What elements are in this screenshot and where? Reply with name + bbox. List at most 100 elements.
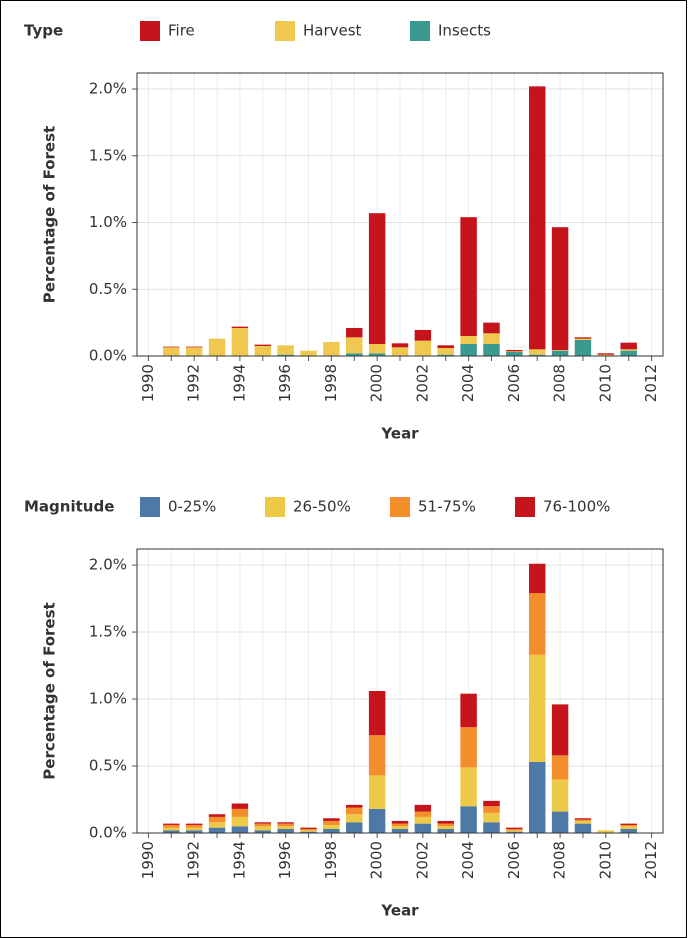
legend-title: Type: [24, 22, 63, 40]
bar-segment: [254, 344, 272, 346]
bar-segment: [620, 828, 637, 833]
bar-segment: [368, 353, 386, 356]
bar-segment: [391, 826, 409, 829]
bar-segment: [551, 349, 569, 351]
y-tick-label: 0.0%: [89, 824, 127, 842]
bar-segment: [254, 830, 272, 833]
bar-segment: [231, 816, 249, 827]
x-tick-label: 2006: [505, 841, 523, 879]
bar-segment: [323, 341, 340, 356]
legend-swatch: [265, 497, 285, 517]
bar-segment: [574, 819, 592, 821]
bar-segment: [414, 804, 432, 812]
bar-segment: [391, 343, 409, 348]
legend-label: Harvest: [303, 22, 362, 40]
bar-segment: [620, 823, 637, 825]
bar-segment: [574, 818, 592, 820]
y-tick-label: 1.0%: [89, 213, 127, 231]
bar-segment: [506, 827, 523, 829]
bar-segment: [574, 338, 592, 340]
legend-label: 26-50%: [293, 498, 351, 516]
bar-segment: [528, 654, 546, 762]
bar-segment: [346, 822, 363, 833]
bar-segment: [460, 335, 477, 344]
bar-segment: [300, 830, 317, 832]
bar-segment: [528, 354, 546, 356]
bar-segment: [254, 345, 272, 356]
legend-swatch: [140, 497, 160, 517]
bar-segment: [163, 347, 180, 356]
bar-segment: [506, 828, 523, 831]
bar-segment: [185, 346, 203, 348]
bar-segment: [574, 339, 592, 356]
bar-segment: [437, 347, 454, 355]
legend-swatch: [275, 21, 295, 41]
bar-segment: [437, 823, 454, 827]
bar-segment: [368, 808, 386, 833]
y-tick-label: 2.0%: [89, 556, 127, 574]
bar-segment: [460, 727, 477, 768]
bar-segment: [163, 827, 180, 831]
bar-segment: [300, 350, 317, 356]
bar-segment: [597, 353, 615, 355]
x-tick-label: 1994: [230, 841, 248, 879]
legend-swatch: [410, 21, 430, 41]
x-tick-label: 2000: [368, 841, 386, 879]
bar-segment: [460, 343, 477, 356]
x-tick-label: 2004: [459, 364, 477, 402]
bar-segment: [483, 343, 500, 356]
bar-segment: [391, 820, 409, 824]
y-tick-label: 0.0%: [89, 347, 127, 365]
bar-segment: [185, 824, 203, 828]
bar-segment: [483, 800, 500, 807]
bar-segment: [185, 823, 203, 825]
bar-segment: [163, 830, 180, 833]
bar-segment: [437, 820, 454, 824]
x-tick-label: 2004: [459, 841, 477, 879]
bar-segment: [300, 828, 317, 831]
bar-segment: [506, 830, 523, 832]
bar-segment: [620, 824, 637, 827]
bar-segment: [460, 806, 477, 833]
x-tick-label: 1996: [276, 841, 294, 879]
bar-segment: [277, 354, 294, 356]
bar-segment: [163, 823, 180, 825]
bar-segment: [208, 338, 226, 356]
bar-segment: [414, 340, 432, 356]
bar-segment: [506, 351, 523, 356]
bar-segment: [185, 830, 203, 833]
legend-label: Fire: [168, 22, 195, 40]
bar-segment: [277, 345, 294, 355]
bar-segment: [185, 347, 203, 356]
x-tick-label: 1990: [139, 841, 157, 879]
bar-segment: [368, 213, 386, 344]
x-tick-label: 2008: [551, 841, 569, 879]
bar-segment: [506, 349, 523, 352]
bar-segment: [597, 830, 615, 833]
bar-segment: [574, 337, 592, 339]
bar-segment: [574, 820, 592, 824]
bar-segment: [231, 803, 249, 809]
bar-segment: [483, 812, 500, 823]
bar-segment: [506, 351, 523, 352]
bar-segment: [300, 827, 317, 829]
bar-segment: [231, 326, 249, 328]
x-tick-label: 2010: [596, 841, 614, 879]
bar-segment: [208, 822, 226, 828]
y-axis-label: Percentage of Forest: [41, 602, 59, 779]
x-tick-label: 2000: [368, 364, 386, 402]
x-tick-label: 1992: [185, 841, 203, 879]
bar-segment: [277, 823, 294, 827]
bar-segment: [483, 806, 500, 813]
bar-segment: [506, 831, 523, 833]
bar-segment: [483, 322, 500, 334]
bar-segment: [346, 814, 363, 823]
legend-label: 0-25%: [168, 498, 216, 516]
bar-segment: [208, 816, 226, 823]
x-axis-label: Year: [380, 902, 419, 920]
bar-segment: [391, 347, 409, 356]
x-tick-label: 1992: [185, 364, 203, 402]
bar-segment: [551, 811, 569, 833]
bar-segment: [620, 349, 637, 351]
